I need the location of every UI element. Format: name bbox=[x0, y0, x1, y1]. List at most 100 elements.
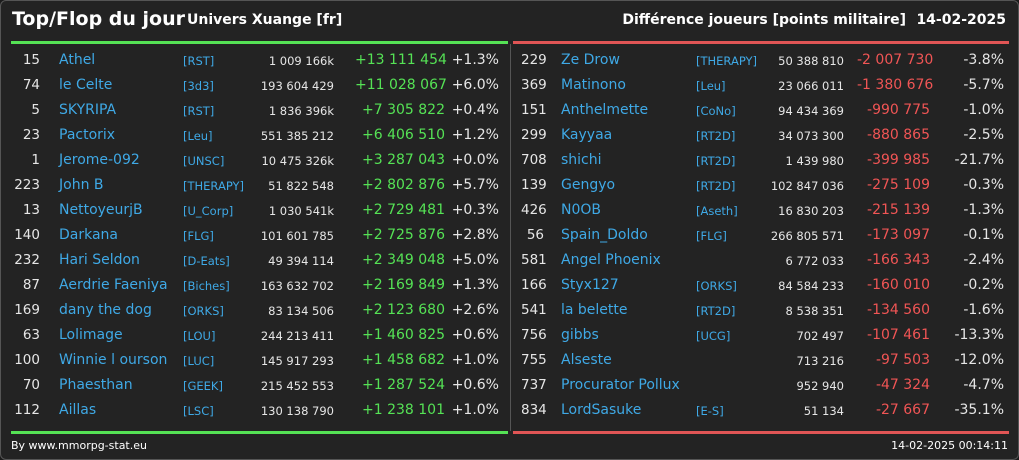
player-name-link[interactable]: gibbs bbox=[561, 327, 599, 343]
player-rank: 232 bbox=[14, 252, 40, 268]
player-name-link[interactable]: Athel bbox=[59, 52, 96, 68]
player-points: 6 772 033 bbox=[785, 254, 844, 268]
flop-row: 299 Kayyaa [RT2D] 34 073 300 -880 865 -2.5% bbox=[511, 123, 1018, 148]
alliance-tag-link[interactable]: [RT2D] bbox=[696, 154, 736, 168]
alliance-tag-link[interactable]: [LUC] bbox=[183, 354, 215, 368]
points-difference: -134 560 bbox=[867, 302, 930, 318]
player-rank: 5 bbox=[31, 102, 40, 118]
player-points: 551 385 212 bbox=[260, 129, 334, 143]
alliance-tag-link[interactable]: [Aseth] bbox=[696, 204, 738, 218]
page-subtitle: Différence joueurs [points militaire] bbox=[622, 12, 906, 28]
player-points: 1 030 541k bbox=[268, 204, 334, 218]
alliance-tag-link[interactable]: [CoNo] bbox=[696, 104, 736, 118]
player-name-link[interactable]: Darkana bbox=[59, 227, 119, 243]
player-name-link[interactable]: Lolimage bbox=[59, 327, 123, 343]
player-name-link[interactable]: Anthelmette bbox=[561, 102, 649, 118]
player-name-link[interactable]: Phaesthan bbox=[59, 377, 133, 393]
alliance-tag-link[interactable]: [Leu] bbox=[183, 129, 213, 143]
player-name-link[interactable]: Matinono bbox=[561, 77, 626, 93]
alliance-tag-link[interactable]: [FLG] bbox=[696, 229, 727, 243]
player-points: 51 134 bbox=[803, 404, 844, 418]
alliance-tag-link[interactable]: [Biches] bbox=[183, 279, 230, 293]
alliance-tag-link[interactable]: [RT2D] bbox=[696, 304, 736, 318]
player-name-link[interactable]: Alseste bbox=[561, 352, 612, 368]
points-difference: +7 305 822 bbox=[362, 102, 445, 118]
alliance-tag-link[interactable]: [UNSC] bbox=[183, 154, 225, 168]
alliance-tag-link[interactable]: [RT2D] bbox=[696, 179, 736, 193]
player-name-link[interactable]: Aerdrie Faeniya bbox=[59, 277, 168, 293]
player-name-link[interactable]: Procurator Pollux bbox=[561, 377, 680, 393]
player-name-link[interactable]: Styx127 bbox=[561, 277, 619, 293]
player-name-link[interactable]: Ze Drow bbox=[561, 52, 620, 68]
player-name-link[interactable]: le Celte bbox=[59, 77, 113, 93]
alliance-tag-link[interactable]: [LSC] bbox=[183, 404, 214, 418]
player-name-link[interactable]: SKYRIPA bbox=[59, 102, 117, 118]
percent-change: -1.0% bbox=[963, 102, 1004, 118]
player-name-link[interactable]: Pactorix bbox=[59, 127, 116, 143]
alliance-tag-link[interactable]: [RST] bbox=[183, 104, 215, 118]
player-points: 50 388 810 bbox=[778, 54, 844, 68]
points-difference: +1 458 682 bbox=[362, 352, 445, 368]
alliance-tag-link[interactable]: [RST] bbox=[183, 54, 215, 68]
points-difference: +2 729 481 bbox=[362, 202, 445, 218]
alliance-tag-link[interactable]: [LOU] bbox=[183, 329, 216, 343]
alliance-tag-link[interactable]: [FLG] bbox=[183, 229, 214, 243]
player-rank: 112 bbox=[14, 402, 40, 418]
player-rank: 15 bbox=[22, 52, 40, 68]
points-difference: -173 097 bbox=[867, 227, 930, 243]
top-row: 63 Lolimage [LOU] 244 213 411 +1 460 825 +0.6… bbox=[1, 323, 509, 348]
alliance-tag-link[interactable]: [Leu] bbox=[696, 79, 726, 93]
player-points: 266 805 571 bbox=[770, 229, 844, 243]
flop-row: 541 la belette [RT2D] 8 538 351 -134 560 -1.6… bbox=[511, 298, 1018, 323]
player-name-link[interactable]: Angel Phoenix bbox=[561, 252, 661, 268]
alliance-tag-link[interactable]: [THERAPY] bbox=[183, 179, 245, 193]
player-name-link[interactable]: dany the dog bbox=[59, 302, 152, 318]
player-name-link[interactable]: LordSasuke bbox=[561, 402, 642, 418]
points-difference: +2 123 680 bbox=[362, 302, 445, 318]
player-name-link[interactable]: shichi bbox=[561, 152, 602, 168]
player-name-link[interactable]: NettoyeurjB bbox=[59, 202, 143, 218]
player-rank: 834 bbox=[521, 402, 547, 418]
top-row: 70 Phaesthan [GEEK] 215 452 553 +1 287 524 +0… bbox=[1, 373, 509, 398]
alliance-tag-link[interactable]: [ORKS] bbox=[183, 304, 224, 318]
points-difference: -166 343 bbox=[867, 252, 930, 268]
player-name-link[interactable]: Aillas bbox=[59, 402, 97, 418]
player-name-link[interactable]: Kayyaa bbox=[561, 127, 613, 143]
player-points: 101 601 785 bbox=[260, 229, 334, 243]
player-name-link[interactable]: Jerome-092 bbox=[59, 152, 140, 168]
player-name-link[interactable]: Gengyo bbox=[561, 177, 616, 193]
footer-timestamp: 14-02-2025 00:14:11 bbox=[891, 439, 1008, 452]
alliance-tag-link[interactable]: [UCG] bbox=[696, 329, 731, 343]
player-points: 1 439 980 bbox=[785, 154, 844, 168]
player-name-link[interactable]: John B bbox=[59, 177, 104, 193]
player-rank: 74 bbox=[22, 77, 40, 93]
alliance-tag-link[interactable]: [RT2D] bbox=[696, 129, 736, 143]
player-name-link[interactable]: la belette bbox=[561, 302, 628, 318]
player-name-link[interactable]: Winnie l ourson bbox=[59, 352, 168, 368]
flop-row: 581 Angel Phoenix 6 772 033 -166 343 -2.4% bbox=[511, 248, 1018, 273]
alliance-tag-link[interactable]: [GEEK] bbox=[183, 379, 223, 393]
player-name-link[interactable]: Hari Seldon bbox=[59, 252, 140, 268]
alliance-tag-link[interactable]: [U_Corp] bbox=[183, 204, 234, 218]
percent-change: +6.0% bbox=[451, 77, 499, 93]
percent-change: +1.0% bbox=[451, 402, 499, 418]
player-rank: 140 bbox=[14, 227, 40, 243]
alliance-tag-link[interactable]: [D-Eats] bbox=[183, 254, 230, 268]
percent-change: -13.3% bbox=[954, 327, 1004, 343]
player-name-link[interactable]: Spain_Doldo bbox=[561, 227, 648, 243]
top-row: 169 dany the dog [ORKS] 83 134 506 +2 123 68… bbox=[1, 298, 509, 323]
percent-change: -2.5% bbox=[963, 127, 1004, 143]
flop-row: 369 Matinono [Leu] 23 066 011 -1 380 676 -5.7… bbox=[511, 73, 1018, 98]
flop-row: 151 Anthelmette [CoNo] 94 434 369 -990 775 -1… bbox=[511, 98, 1018, 123]
alliance-tag-link[interactable]: [ORKS] bbox=[696, 279, 737, 293]
alliance-tag-link[interactable]: [THERAPY] bbox=[696, 54, 758, 68]
alliance-tag-link[interactable]: [E-S] bbox=[696, 404, 724, 418]
points-difference: -2 007 730 bbox=[857, 52, 934, 68]
alliance-tag-link[interactable]: [3d3] bbox=[183, 79, 214, 93]
points-difference: -160 010 bbox=[867, 277, 930, 293]
percent-change: -3.8% bbox=[963, 52, 1004, 68]
player-rank: 708 bbox=[521, 152, 547, 168]
player-name-link[interactable]: N0OB bbox=[561, 202, 602, 218]
player-rank: 1 bbox=[31, 152, 40, 168]
percent-change: +5.7% bbox=[451, 177, 499, 193]
